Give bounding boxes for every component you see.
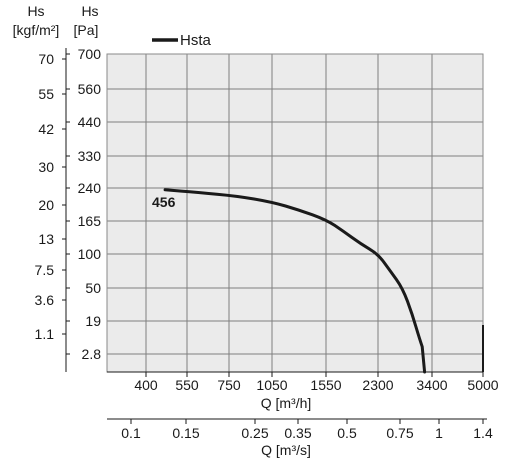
x-primary-tick-label: 3400	[416, 377, 447, 393]
x-primary-ticks: 400 550 750 1050 1550 2300 3400 5000	[134, 372, 499, 393]
x-secondary-tick-label: 1.4	[473, 425, 493, 441]
left-inner-ticks: 700 560 440 330 240 165 100 50 19 2.8	[66, 46, 101, 362]
left-outer-tick-label: 30	[38, 159, 54, 175]
x-primary-axis-label: Q [m³/h]	[261, 395, 312, 411]
x-primary-tick-label: 550	[175, 377, 199, 393]
left-outer-tick-label: 70	[38, 51, 54, 67]
x-secondary-tick-label: 0.1	[121, 425, 141, 441]
left-outer-axis-title: Hs	[27, 3, 44, 19]
grid	[107, 54, 483, 372]
left-inner-tick-label: 330	[78, 148, 102, 164]
x-primary-tick-label: 2300	[362, 377, 393, 393]
x-secondary-tick-label: 0.35	[284, 425, 311, 441]
left-inner-tick-label: 440	[78, 114, 102, 130]
left-outer-tick-label: 3.6	[35, 292, 55, 308]
x-secondary-tick-label: 0.5	[337, 425, 357, 441]
left-outer-tick-label: 20	[38, 197, 54, 213]
left-inner-tick-label: 50	[85, 280, 101, 296]
left-inner-tick-label: 165	[78, 213, 102, 229]
left-inner-tick-label: 700	[78, 46, 102, 62]
left-inner-tick-label: 560	[78, 81, 102, 97]
x-primary-tick-label: 5000	[467, 377, 498, 393]
x-secondary-tick-label: 0.25	[241, 425, 268, 441]
x-primary-tick-label: 1050	[256, 377, 287, 393]
x-secondary-axis-label: Q [m³/s]	[261, 442, 311, 458]
left-inner-tick-label: 19	[85, 313, 101, 329]
left-outer-tick-label: 1.1	[35, 326, 55, 342]
legend-label: Hsta	[180, 32, 212, 49]
curve-label-456: 456	[152, 194, 176, 210]
left-outer-ticks: 70 55 42 30 20 13 7.5 3.6 1.1	[35, 51, 66, 342]
left-outer-tick-label: 13	[38, 231, 54, 247]
x-secondary-ticks: 0.1 0.15 0.25 0.35 0.5 0.75 1 1.4	[121, 419, 493, 441]
left-inner-tick-label: 100	[78, 246, 102, 262]
left-outer-tick-label: 42	[38, 121, 54, 137]
hsta-curve-456	[163, 188, 427, 374]
left-outer-tick-label: 7.5	[35, 262, 55, 278]
x-primary-tick-label: 1550	[310, 377, 341, 393]
x-secondary-tick-label: 1	[435, 425, 443, 441]
left-inner-tick-label: 240	[78, 180, 102, 196]
x-primary-tick-label: 400	[134, 377, 158, 393]
left-inner-axis-title: Hs	[81, 3, 98, 19]
plot-area	[107, 54, 483, 372]
left-inner-axis-unit: [Pa]	[74, 22, 99, 38]
left-inner-tick-label: 2.8	[82, 346, 102, 362]
left-outer-tick-label: 55	[38, 86, 54, 102]
x-secondary-tick-label: 0.75	[386, 425, 413, 441]
x-secondary-tick-label: 0.15	[172, 425, 199, 441]
left-outer-axis-unit: [kgf/m²]	[13, 22, 60, 38]
x-primary-tick-label: 750	[217, 377, 241, 393]
